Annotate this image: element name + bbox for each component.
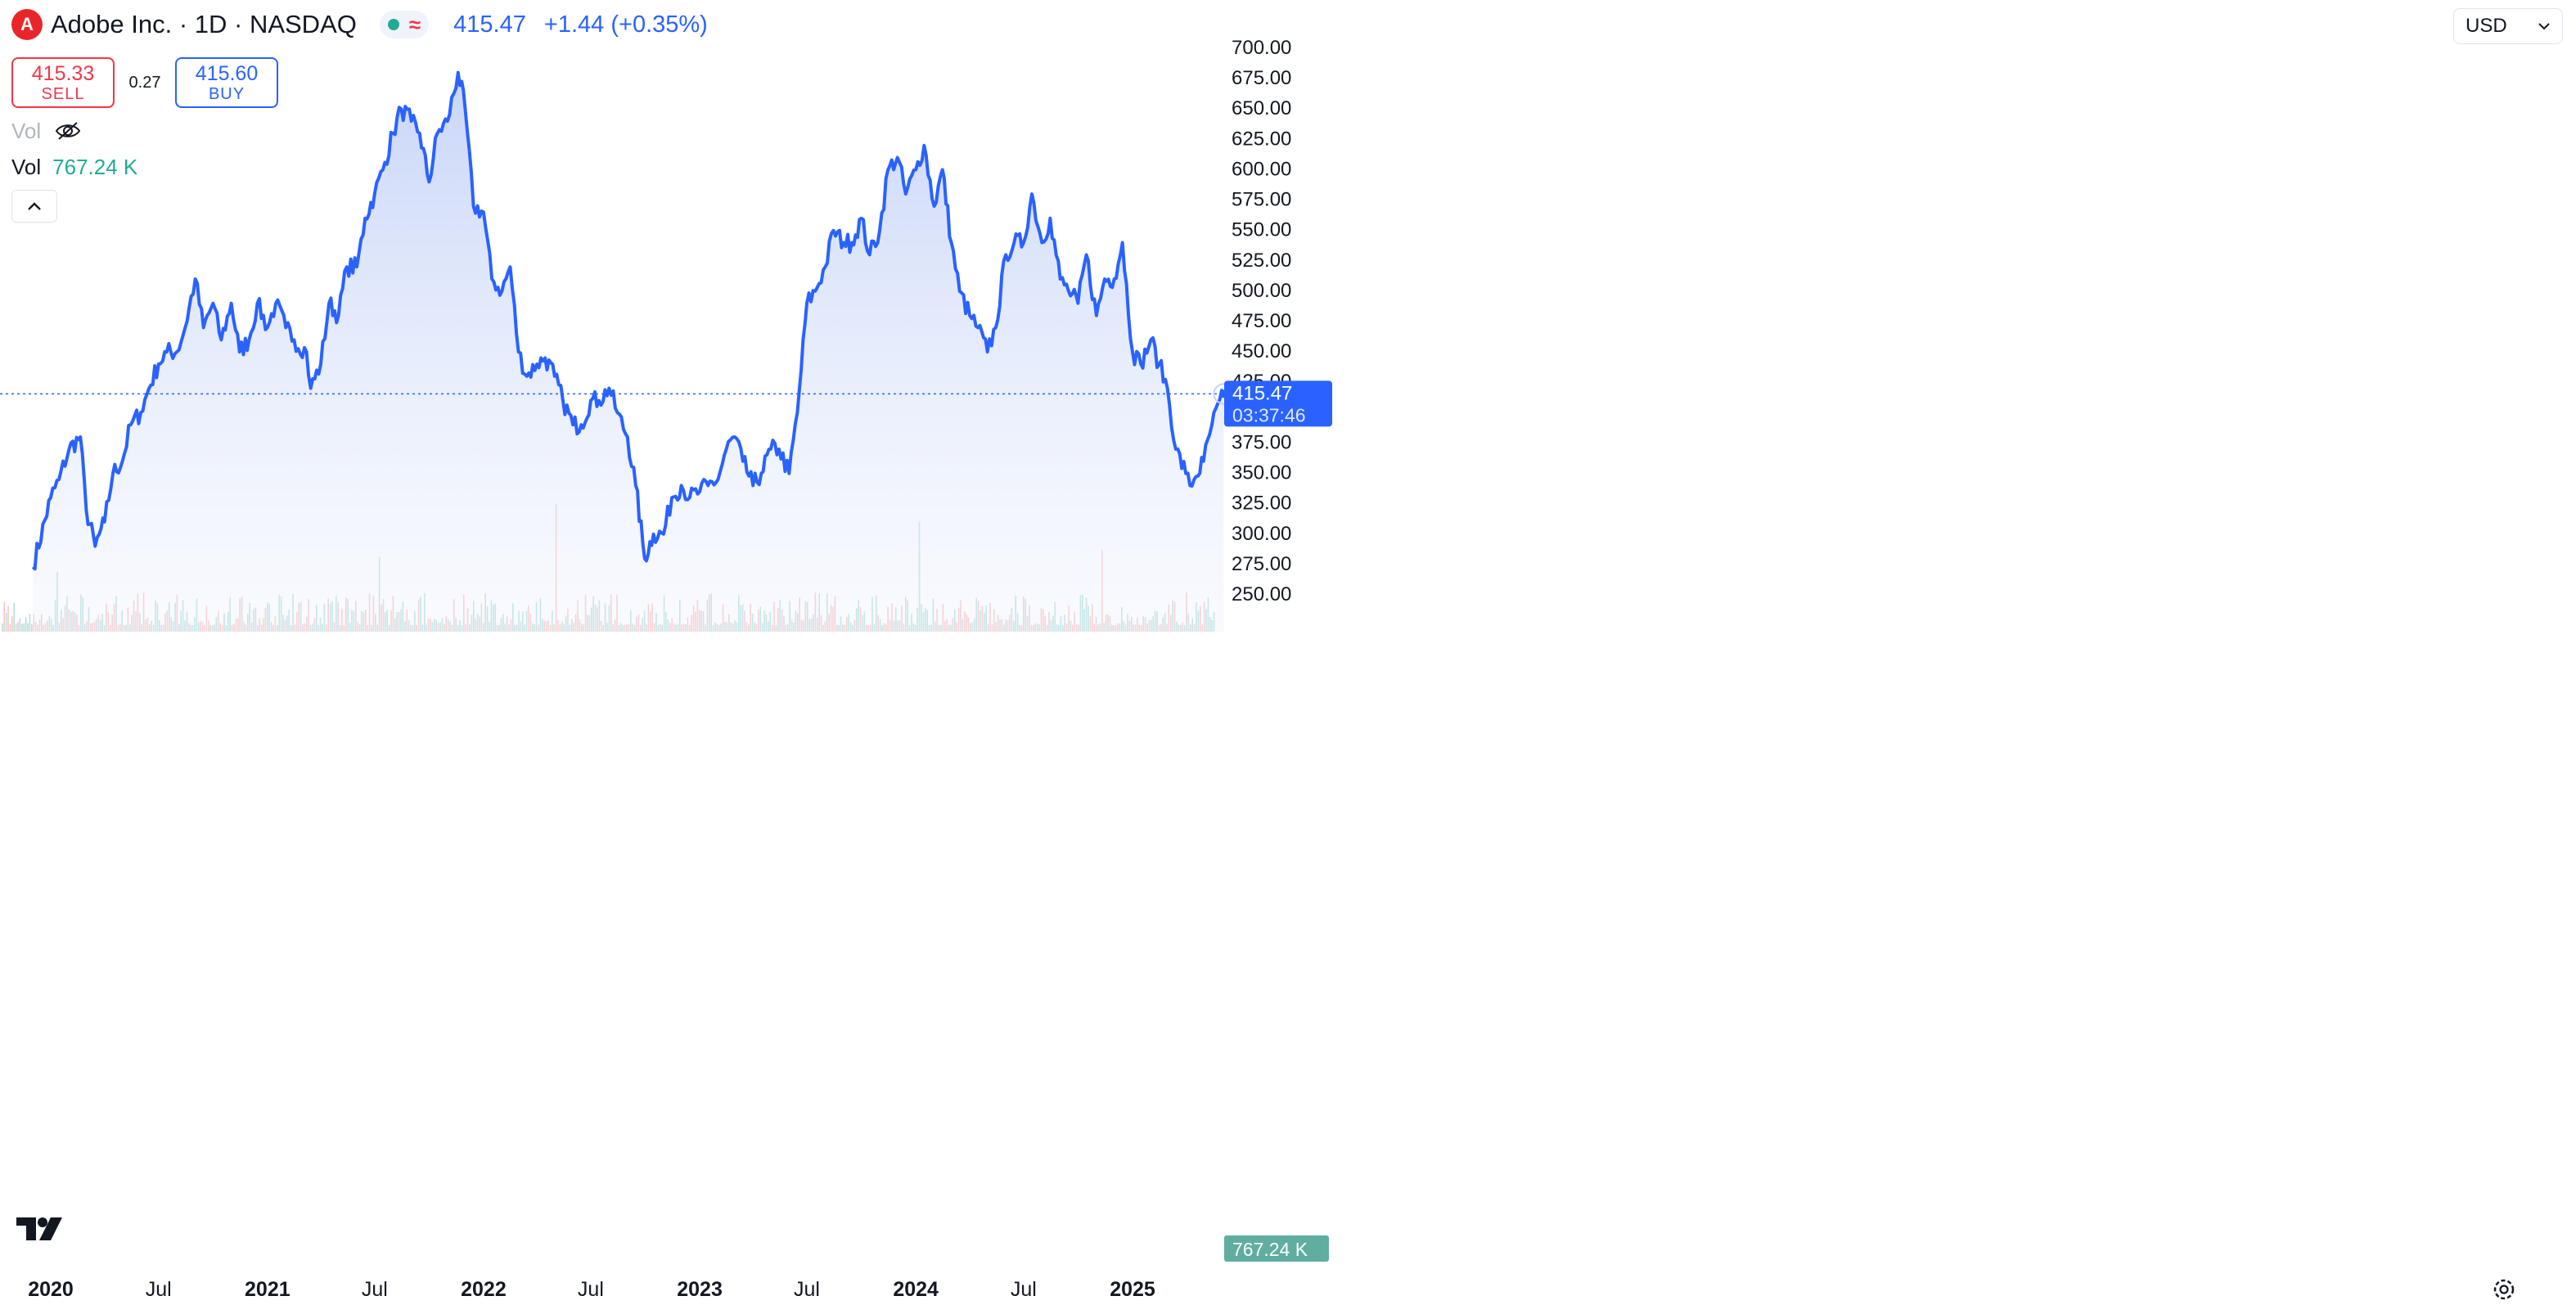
price-axis-label-timer: 03:37:46 [1232, 404, 1306, 425]
volume-bar [29, 614, 31, 632]
volume-bar [11, 616, 13, 632]
volume-bar [23, 623, 25, 632]
spread-value: 0.27 [128, 73, 161, 92]
sell-button[interactable]: 415.33 SELL [11, 57, 115, 108]
price-area [33, 72, 1224, 632]
eye-off-icon[interactable] [54, 120, 82, 142]
x-tick-label: 2022 [461, 1278, 507, 1301]
adobe-logo-icon[interactable]: A [11, 9, 43, 40]
price-axis-label-value: 415.47 [1232, 382, 1292, 404]
currency-value: USD [2466, 15, 2507, 37]
x-tick-label: 2025 [1110, 1278, 1155, 1301]
currency-select[interactable]: USD [2453, 8, 2563, 44]
gear-icon[interactable] [2491, 1276, 2517, 1303]
volume-bar [25, 617, 27, 632]
price-info: 415.47 +1.44 (+0.35%) [453, 11, 719, 38]
x-tick-label: 2023 [677, 1278, 723, 1301]
buy-price: 415.60 [195, 62, 259, 85]
time-axis: 2020 Jul 2021 Jul 2022 Jul 2023 Jul 2024 Jul 2025 [28, 1278, 1155, 1301]
x-tick-label: Jul [146, 1278, 172, 1301]
market-status-pill[interactable]: ≈ [379, 11, 430, 38]
x-tick-label: 2020 [28, 1278, 74, 1301]
x-tick-label: Jul [362, 1278, 388, 1301]
volume-bar [17, 621, 19, 632]
vol-label: Vol [11, 154, 42, 179]
symbol-title[interactable]: Adobe Inc. · 1D · NASDAQ [51, 10, 357, 38]
y-tick-label: 375.00 [1232, 431, 1291, 453]
chevron-down-icon [2538, 23, 2550, 30]
hidden-volume-row[interactable]: Vol [11, 113, 719, 149]
delayed-data-icon: ≈ [408, 11, 421, 37]
y-tick-label: 625.00 [1232, 128, 1291, 150]
price-axis-label-box [1224, 380, 1332, 427]
y-tick-label: 675.00 [1232, 67, 1291, 89]
x-tick-label: 2021 [245, 1278, 290, 1301]
x-tick-label: Jul [794, 1278, 820, 1301]
x-tick-label: Jul [578, 1278, 604, 1301]
buy-label: BUY [208, 85, 245, 103]
price-line [31, 70, 1226, 571]
volume-bar [19, 618, 21, 632]
buy-button[interactable]: 415.60 BUY [175, 57, 278, 108]
volume-bar [5, 613, 7, 632]
volume-bar [9, 623, 11, 632]
x-tick-label: Jul [1011, 1278, 1037, 1301]
y-tick-label: 475.00 [1232, 310, 1291, 332]
chart-legend: A Adobe Inc. · 1D · NASDAQ ≈ 415.47 +1.4… [11, 8, 719, 223]
volume-bar [15, 624, 17, 632]
y-tick-label: 700.00 [1232, 37, 1291, 59]
y-tick-label: 250.00 [1232, 583, 1291, 605]
y-tick-label: 600.00 [1232, 158, 1291, 180]
sell-price: 415.33 [31, 62, 95, 85]
volume-bar [7, 605, 9, 632]
last-price: 415.47 [453, 11, 526, 38]
volume-bar [27, 623, 29, 632]
y-tick-label: 500.00 [1232, 280, 1291, 302]
y-tick-label: 450.00 [1232, 340, 1291, 362]
y-tick-label: 525.00 [1232, 250, 1291, 272]
price-change: +1.44 (+0.35%) [543, 11, 708, 38]
volume-bar [3, 601, 5, 632]
price-axis: 700.00 675.00 650.00 625.00 600.00 575.00 550.… [1232, 37, 1291, 605]
y-tick-label: 300.00 [1232, 523, 1291, 545]
symbol-row: A Adobe Inc. · 1D · NASDAQ ≈ 415.47 +1.4… [11, 8, 719, 41]
volume-bar [21, 623, 23, 632]
volume-bar [31, 624, 33, 632]
sell-label: SELL [41, 85, 85, 103]
y-tick-label: 325.00 [1232, 493, 1291, 515]
tradingview-logo-icon[interactable] [15, 1214, 67, 1244]
vol-label-muted: Vol [11, 118, 42, 143]
volume-bar [13, 602, 15, 632]
volume-bar [2, 623, 3, 632]
volume-axis-label-box [1224, 1235, 1329, 1262]
x-tick-label: 2024 [893, 1278, 939, 1301]
volume-legend-row[interactable]: Vol 767.24 K [11, 149, 719, 185]
y-tick-label: 350.00 [1232, 462, 1291, 484]
trade-row: 415.33 SELL 0.27 415.60 BUY [11, 57, 719, 108]
y-tick-label: 275.00 [1232, 553, 1291, 575]
y-tick-label: 550.00 [1232, 219, 1291, 241]
y-tick-label: 650.00 [1232, 97, 1291, 119]
market-open-dot-icon [387, 19, 399, 30]
vol-value: 767.24 K [52, 154, 138, 179]
collapse-legend-button[interactable] [11, 190, 57, 223]
chevron-up-icon [28, 202, 41, 210]
y-tick-label: 575.00 [1232, 189, 1291, 211]
volume-axis-label-value: 767.24 K [1232, 1239, 1308, 1260]
